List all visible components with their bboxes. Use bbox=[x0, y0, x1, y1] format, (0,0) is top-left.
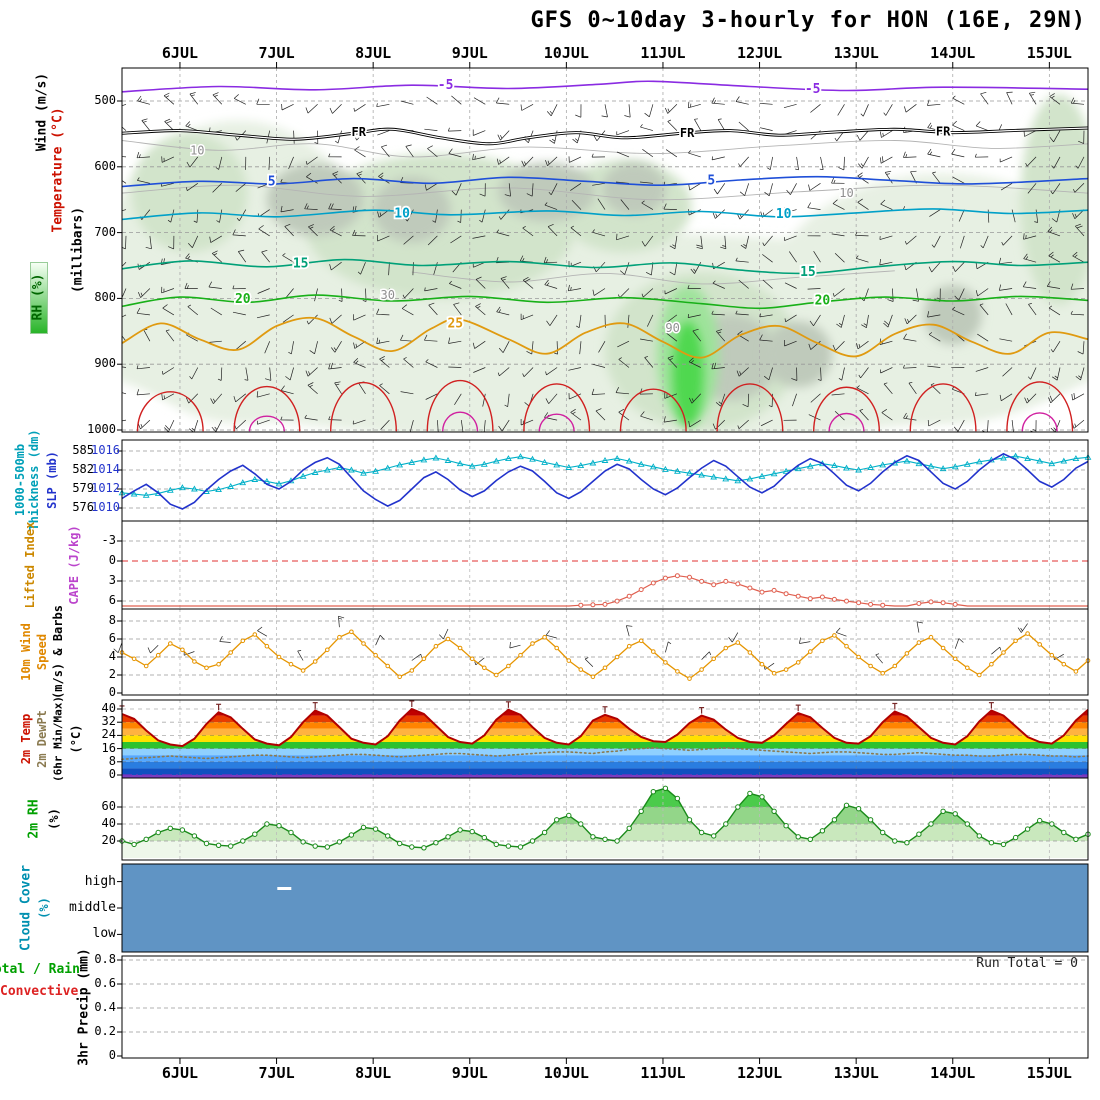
svg-text:20: 20 bbox=[815, 293, 831, 308]
svg-text:5: 5 bbox=[707, 174, 715, 189]
precip-panel bbox=[122, 959, 1088, 1033]
svg-text:20: 20 bbox=[235, 292, 251, 307]
rh2m-border bbox=[121, 777, 1089, 861]
svg-text:15: 15 bbox=[293, 257, 309, 272]
slp-thickness-panel bbox=[118, 440, 1092, 521]
svg-text:10: 10 bbox=[776, 207, 792, 222]
stability-panel bbox=[122, 521, 1088, 609]
axis-label-wind: Wind (m/s) bbox=[34, 72, 50, 152]
axis-label-10m-barbs: (m/s) & Barbs bbox=[51, 605, 65, 699]
svg-text:30: 30 bbox=[380, 288, 394, 302]
axis-label-thickness-2: Thickness (dm) bbox=[27, 429, 41, 531]
stability-border bbox=[121, 520, 1089, 610]
cloud-panel-fill bbox=[122, 864, 1088, 952]
wind10m-border bbox=[121, 608, 1089, 696]
cloud-high-dash bbox=[277, 887, 292, 890]
rh2m-panel bbox=[119, 778, 1091, 860]
axis-label-degc: (°C) bbox=[69, 724, 83, 754]
tick-marks bbox=[117, 62, 1050, 1064]
svg-text:FR: FR bbox=[936, 124, 951, 138]
axis-label-2m-temp: 2m Temp bbox=[19, 713, 33, 765]
axis-label-10m-wind: 10m Wind bbox=[19, 623, 33, 681]
svg-text:5: 5 bbox=[268, 174, 276, 189]
axis-label-thickness-1: 1000-500mb bbox=[13, 443, 27, 517]
upper-air-panel: -5 -5 5 5 10 10 15 15 20 20 25 FR FR FR 10 30 90 10 bbox=[122, 68, 1088, 432]
axis-label-cloud-pct: (%) bbox=[37, 897, 51, 919]
legend-convective: Convective bbox=[0, 984, 79, 999]
axis-label-rh: RH (%) bbox=[30, 273, 46, 321]
precip-border bbox=[121, 955, 1089, 1059]
legend-total-rain: Total / Rain bbox=[0, 962, 80, 977]
svg-text:10: 10 bbox=[190, 143, 204, 157]
axis-label-2m-rh: 2m RH bbox=[26, 799, 42, 839]
axis-label-temperature: Temperature (°C) bbox=[50, 107, 66, 233]
chart-title: GFS 0~10day 3-hourly for HON (16E, 29N) bbox=[530, 8, 1086, 33]
svg-text:FR: FR bbox=[680, 126, 695, 140]
svg-text:25: 25 bbox=[447, 316, 463, 331]
axis-label-slp: SLP (mb) bbox=[45, 451, 59, 509]
axis-label-cape: CAPE (J/kg) bbox=[67, 525, 81, 605]
wind10m-panel bbox=[113, 609, 1091, 695]
axis-label-millibars: (millibars) bbox=[70, 206, 86, 294]
rh2m-bands bbox=[122, 788, 1088, 858]
axis-label-minmax: (6hr Min/Max) bbox=[51, 695, 65, 783]
axis-label-10m-speed: Speed bbox=[35, 633, 49, 671]
svg-text:15: 15 bbox=[800, 265, 816, 280]
rh-colorbar bbox=[30, 262, 48, 334]
run-total-text: Run Total = 0 bbox=[976, 956, 1078, 971]
temp2m-panel bbox=[119, 700, 1089, 778]
svg-text:FR: FR bbox=[351, 125, 366, 139]
svg-text:90: 90 bbox=[665, 321, 679, 335]
svg-text:10: 10 bbox=[394, 207, 410, 222]
slp-border bbox=[121, 439, 1089, 522]
axis-label-lifted-index: Lifted Index bbox=[23, 521, 37, 609]
axis-label-2m-dewpt: 2m DewPt bbox=[35, 710, 49, 768]
svg-text:10: 10 bbox=[839, 186, 853, 200]
svg-text:-5: -5 bbox=[805, 82, 821, 97]
axis-label-cloud-cover: Cloud Cover bbox=[18, 864, 34, 952]
temp2m-bands bbox=[122, 709, 1088, 778]
upper-air-border bbox=[121, 67, 1089, 433]
axis-label-2m-rh-pct: (%) bbox=[47, 808, 61, 830]
svg-text:-5: -5 bbox=[438, 78, 454, 93]
